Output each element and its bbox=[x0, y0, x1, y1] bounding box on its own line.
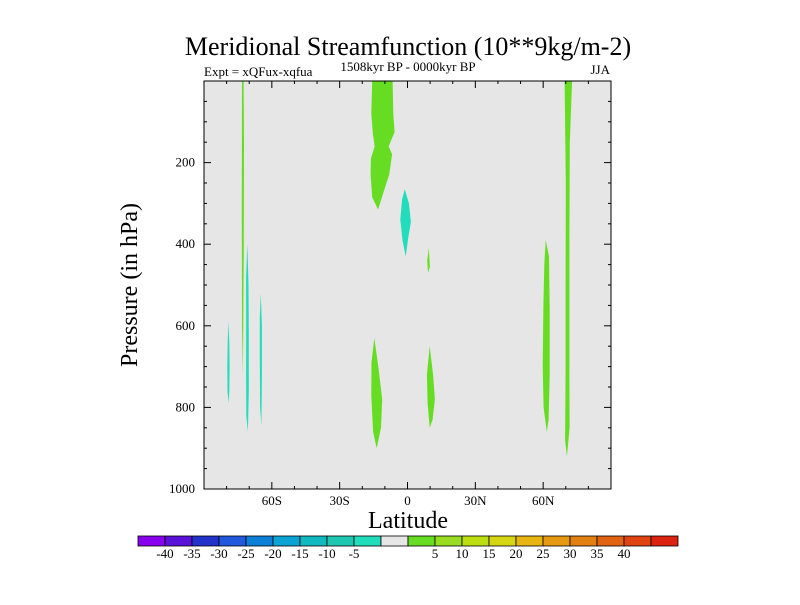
colorbar-swatch bbox=[326, 535, 355, 547]
y-tick-label: 600 bbox=[176, 318, 196, 333]
x-tick-label: 0 bbox=[404, 493, 411, 508]
colorbar-label: 35 bbox=[591, 546, 604, 561]
colorbar-label: 40 bbox=[618, 546, 631, 561]
colorbar-swatch bbox=[488, 535, 517, 547]
period-label: 1508kyr BP - 0000kyr BP bbox=[340, 59, 475, 74]
contour-region-6 bbox=[564, 81, 573, 457]
contour-region-2 bbox=[371, 338, 383, 449]
colorbar-label: -5 bbox=[349, 546, 360, 561]
season-label: JJA bbox=[590, 62, 610, 77]
colorbar-label: -25 bbox=[237, 546, 254, 561]
colorbar-swatch bbox=[542, 535, 571, 547]
colorbar-swatch bbox=[218, 535, 247, 547]
colorbar-label: -35 bbox=[183, 546, 200, 561]
colorbar-swatch bbox=[434, 535, 463, 547]
colorbar-label: -15 bbox=[291, 546, 308, 561]
x-tick-label: 60N bbox=[532, 493, 555, 508]
experiment-label: Expt = xQFux-xqfua bbox=[204, 64, 313, 79]
x-tick-label: 30S bbox=[330, 493, 350, 508]
x-axis-label: Latitude bbox=[368, 508, 448, 534]
y-tick-label: 800 bbox=[176, 399, 196, 414]
colorbar-swatch bbox=[137, 535, 166, 547]
contour-region-4 bbox=[427, 248, 430, 273]
contour-fills bbox=[227, 81, 573, 457]
colorbar-label: 10 bbox=[456, 546, 469, 561]
colorbar-swatch bbox=[353, 535, 382, 547]
colorbar-swatch bbox=[515, 535, 544, 547]
x-tick-label: 60S bbox=[262, 493, 282, 508]
colorbar-label: 25 bbox=[537, 546, 550, 561]
colorbar-label: -20 bbox=[264, 546, 281, 561]
colorbar-label: -30 bbox=[210, 546, 227, 561]
colorbar-swatch bbox=[299, 535, 328, 547]
colorbar-label: 20 bbox=[510, 546, 523, 561]
contour-region-9 bbox=[246, 244, 249, 432]
colorbar-swatch bbox=[461, 535, 490, 547]
colorbar-swatch bbox=[650, 535, 679, 547]
contour-region-3 bbox=[426, 346, 435, 428]
contour-region-7 bbox=[400, 189, 411, 257]
colorbar-swatch bbox=[245, 535, 274, 547]
contour-region-8 bbox=[227, 321, 230, 404]
axis-ticks: 60S 30S 0 30N 60N 200 400 600 800 1000 bbox=[169, 81, 611, 508]
plot-background bbox=[204, 81, 611, 489]
y-axis-label: Pressure (in hPa) bbox=[117, 203, 143, 367]
colorbar-swatch bbox=[623, 535, 652, 547]
colorbar-label: -10 bbox=[318, 546, 335, 561]
contour-region-5 bbox=[542, 240, 550, 432]
y-tick-label: 1000 bbox=[169, 481, 195, 496]
y-tick-label: 400 bbox=[176, 236, 196, 251]
colorbar-label: 30 bbox=[564, 546, 577, 561]
colorbar-label: 15 bbox=[483, 546, 496, 561]
chart-title: Meridional Streamfunction (10**9kg/m-2) bbox=[185, 32, 631, 61]
colorbar-label: 5 bbox=[432, 546, 439, 561]
colorbar-swatch bbox=[596, 535, 625, 547]
contour-region-1 bbox=[370, 81, 395, 210]
contour-region-0 bbox=[241, 81, 244, 375]
colorbar-swatch bbox=[272, 535, 301, 547]
colorbar-swatch bbox=[164, 535, 193, 547]
contour-region-10 bbox=[259, 293, 262, 426]
colorbar: -40 -35 -30 -25 -20 -15 -10 -5 5 10 15 20 25 30 35 40 bbox=[137, 535, 679, 561]
colorbar-swatch bbox=[380, 535, 409, 547]
colorbar-swatch bbox=[407, 535, 436, 547]
x-tick-label: 30N bbox=[464, 493, 487, 508]
colorbar-swatch bbox=[191, 535, 220, 547]
colorbar-swatch bbox=[569, 535, 598, 547]
colorbar-label: -40 bbox=[156, 546, 173, 561]
y-tick-label: 200 bbox=[176, 155, 196, 170]
